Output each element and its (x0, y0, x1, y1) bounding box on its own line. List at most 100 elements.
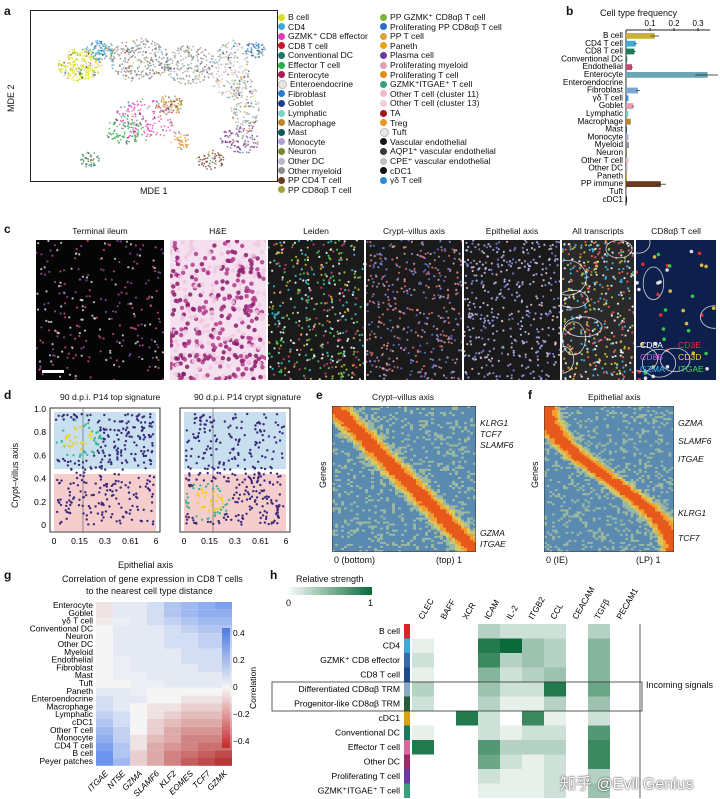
transcript-dot (277, 262, 280, 265)
transcript-dot (610, 331, 613, 334)
transcript-dot (99, 257, 102, 260)
mde-point (192, 45, 194, 48)
transcript-dot (668, 289, 672, 293)
transcript-dot (382, 301, 385, 304)
mde-point (107, 136, 110, 138)
mde-point (173, 55, 176, 57)
transcript-dot (487, 290, 490, 293)
transcript-dot (430, 311, 434, 314)
transcript-dot (415, 314, 418, 317)
transcript-dot (637, 377, 641, 380)
cell-point (100, 467, 103, 470)
transcript-dot (226, 356, 231, 362)
mde-point (97, 49, 100, 52)
transcript-dot (573, 297, 576, 300)
transcript-dot (152, 265, 155, 268)
mde-point (212, 76, 215, 79)
transcript-dot (193, 277, 199, 282)
mde-point (244, 68, 247, 71)
transcript-dot (329, 276, 332, 279)
transcript-dot (231, 268, 236, 273)
transcript-dot (396, 264, 399, 267)
transcript-dot (572, 266, 575, 269)
mde-point (114, 52, 116, 54)
mde-point (57, 64, 60, 67)
mde-point (150, 64, 152, 67)
transcript-dot (293, 363, 296, 366)
cell-point (112, 483, 115, 486)
transcript-dot (656, 252, 661, 257)
mde-point (235, 121, 237, 124)
category-label: Tuft (609, 187, 624, 196)
transcript-dot (280, 371, 283, 374)
mde-point (130, 110, 133, 113)
transcript-dot (255, 267, 260, 272)
transcript-dot (420, 335, 423, 338)
transcript-dot (593, 301, 596, 304)
cell-point (271, 483, 275, 486)
mde-point (197, 68, 200, 71)
cell-point (263, 521, 267, 524)
transcript-dot (270, 301, 273, 304)
transcript-dot (584, 241, 587, 244)
transcript-dot (158, 317, 161, 320)
transcript-dot (603, 298, 606, 301)
transcript-dot (617, 293, 620, 296)
mde-point (257, 56, 260, 59)
mde-point (106, 134, 109, 137)
cell-point (250, 495, 254, 498)
transcript-dot (640, 342, 644, 346)
transcript-dot (292, 341, 295, 345)
transcript-dot (604, 242, 607, 245)
mde-point (206, 70, 209, 73)
transcript-dot (603, 336, 607, 339)
transcript-dot (495, 273, 498, 276)
mde-point (214, 166, 216, 169)
mde-point (126, 47, 129, 50)
mde-point (131, 65, 133, 68)
transcript-dot (563, 318, 566, 321)
mde-point (254, 142, 257, 144)
legend-dot (278, 71, 285, 79)
transcript-dot (637, 287, 641, 292)
mde-point (70, 67, 72, 70)
mde-point (65, 70, 67, 72)
transcript-dot (119, 240, 122, 243)
transcript-dot (491, 307, 494, 310)
cell-point (280, 426, 284, 429)
cell-point (82, 424, 86, 428)
transcript-dot (572, 295, 575, 298)
mde-point (230, 56, 233, 59)
mde-point (230, 72, 233, 74)
transcript-dot (295, 321, 298, 324)
transcript-dot (285, 284, 288, 287)
transcript-dot (404, 246, 407, 249)
transcript-dot (391, 245, 394, 248)
transcript-dot (366, 291, 368, 294)
transcript-dot (584, 370, 587, 373)
transcript-dot (222, 296, 227, 301)
transcript-dot (540, 377, 543, 380)
mde-point (233, 83, 236, 86)
mde-point (142, 40, 145, 43)
mde-point (123, 106, 126, 108)
transcript-dot (547, 334, 550, 337)
transcript-dot (357, 288, 360, 291)
transcript-dot (269, 261, 272, 264)
transcript-dot (397, 271, 401, 274)
legend-dot (380, 32, 387, 40)
cell-point (206, 471, 209, 475)
transcript-dot (475, 274, 478, 277)
transcript-dot (338, 272, 341, 275)
transcript-dot (231, 307, 237, 312)
category-label: Lymphatic (586, 109, 623, 118)
mde-point (183, 50, 185, 53)
mde-point (251, 145, 254, 148)
transcript-dot (472, 266, 475, 269)
transcript-dot (64, 316, 67, 319)
mde-point (224, 134, 227, 137)
transcript-dot (317, 250, 320, 253)
mde-point (87, 64, 89, 67)
transcript-dot (196, 357, 201, 363)
transcript-dot (569, 272, 572, 275)
